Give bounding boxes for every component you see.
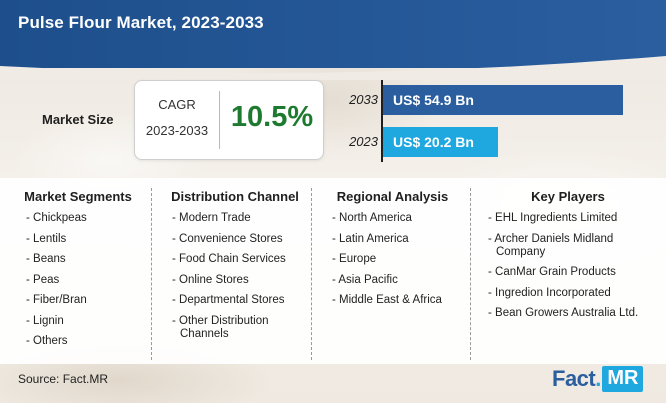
column-heading: Market Segments (24, 189, 132, 204)
list-item: - Lignin (26, 314, 64, 327)
logo-text-fact: Fact (552, 366, 596, 391)
cagr-divider (219, 91, 220, 149)
chart-axis-line (381, 80, 383, 162)
page-title: Pulse Flour Market, 2023-2033 (18, 13, 264, 32)
segment-list: - Chickpeas - Lentils - Beans - Peas - F… (8, 212, 148, 348)
bar-year-label: 2033 (349, 92, 378, 107)
bar-value-label: US$ 20.2 Bn (393, 134, 474, 150)
list-item: - Beans (26, 253, 66, 265)
list-item: - Food Chain Services (172, 253, 286, 265)
bar-year-label: 2023 (349, 134, 378, 149)
market-size-label: Market Size (42, 112, 114, 127)
list-item: - Others (26, 335, 68, 347)
list-item: - Departmental Stores (172, 294, 285, 306)
column-market-segments: Market Segments - Chickpeas - Lentils - … (8, 186, 148, 356)
source-note: Source: Fact.MR (18, 372, 109, 386)
list-item: - CanMar Grain Products (488, 266, 616, 278)
player-list: - EHL Ingredients Limited - Archer Danie… (478, 212, 658, 320)
column-divider (311, 188, 312, 360)
cagr-box: CAGR 2023-2033 10.5% (134, 80, 324, 160)
channel-list: - Modern Trade - Convenience Stores - Fo… (160, 212, 310, 341)
cagr-value: 10.5% (230, 101, 314, 133)
list-item: - Other Distribution Channels (172, 314, 269, 340)
column-heading: Distribution Channel (171, 189, 299, 204)
column-heading: Regional Analysis (336, 189, 449, 204)
list-item: - Peas (26, 273, 60, 286)
market-size-bar: US$ 20.2 Bn (383, 127, 498, 157)
column-key-players: Key Players - EHL Ingredients Limited - … (478, 186, 658, 328)
list-item: - Middle East & Africa (332, 294, 442, 306)
list-item: - Chickpeas (26, 212, 87, 224)
factmr-logo: Fact. MR (552, 364, 644, 394)
list-item: - Convenience Stores (172, 232, 283, 245)
cagr-period: 2023-2033 (145, 123, 209, 138)
list-item: - Modern Trade (172, 212, 251, 224)
header-curve (0, 56, 666, 80)
list-item: - EHL Ingredients Limited (488, 212, 618, 224)
cagr-label: CAGR (158, 97, 196, 112)
region-list: - North America - Latin America - Europe… (320, 212, 465, 307)
list-item: - Latin America (332, 232, 409, 245)
header-banner (0, 0, 666, 68)
list-item: - North America (332, 212, 412, 224)
list-item: - Online Stores (172, 273, 249, 286)
list-item: - Asia Pacific (332, 273, 398, 286)
column-distribution-channel: Distribution Channel - Modern Trade - Co… (160, 186, 310, 348)
column-heading: Key Players (531, 189, 605, 204)
logo-text-dot: . (595, 366, 602, 391)
column-divider (470, 188, 471, 360)
info-panel: Market Segments - Chickpeas - Lentils - … (0, 178, 666, 364)
list-item: - Europe (332, 253, 377, 265)
market-size-bar: US$ 54.9 Bn (383, 85, 623, 115)
list-item: - Fiber/Bran (26, 294, 87, 306)
bar-value-label: US$ 54.9 Bn (393, 92, 474, 108)
column-regional-analysis: Regional Analysis - North America - Lati… (320, 186, 465, 315)
list-item: - Lentils (26, 232, 67, 245)
logo-text-mr: MR (602, 366, 644, 392)
column-divider (151, 188, 152, 360)
list-item: - Archer Daniels Midland Company (488, 232, 614, 258)
list-item: - Ingredion Incorporated (488, 286, 611, 299)
list-item: - Bean Growers Australia Ltd. (488, 307, 639, 319)
